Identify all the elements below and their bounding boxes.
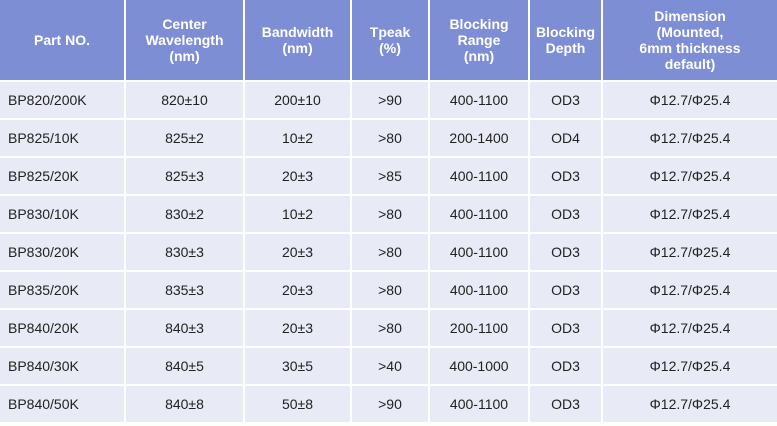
table-cell: 400-1000 — [430, 348, 528, 384]
table-cell: 20±3 — [245, 272, 350, 308]
header-cell: Tpeak (%) — [352, 0, 428, 80]
table-row: BP820/200K 820±10 200±10 >90 400-1100 OD3 Φ12.… — [0, 82, 777, 118]
table-cell: BP825/20K — [0, 158, 124, 194]
table-row: BP840/50K 840±8 50±8 >90 400-1100 OD3 Φ12.7/Φ2… — [0, 386, 777, 422]
table-cell: >80 — [352, 234, 428, 270]
table-cell: 825±2 — [126, 120, 243, 156]
table-cell: 200-1100 — [430, 310, 528, 346]
table-cell: 10±2 — [245, 196, 350, 232]
table-cell: BP835/20K — [0, 272, 124, 308]
table-cell: OD3 — [530, 310, 601, 346]
table-cell: 830±3 — [126, 234, 243, 270]
table-row: BP825/10K 825±2 10±2 >80 200-1400 OD4 Φ12.7/Φ2… — [0, 120, 777, 156]
table-cell: Φ12.7/Φ25.4 — [603, 348, 777, 384]
table-cell: >90 — [352, 82, 428, 118]
table-cell: OD3 — [530, 272, 601, 308]
table-cell: 50±8 — [245, 386, 350, 422]
header-cell: Blocking Range (nm) — [430, 0, 528, 80]
table-cell: >40 — [352, 348, 428, 384]
table-cell: BP825/10K — [0, 120, 124, 156]
table-cell: 400-1100 — [430, 272, 528, 308]
table-cell: 400-1100 — [430, 158, 528, 194]
header-cell: Center Wavelength (nm) — [126, 0, 243, 80]
header-cell: Bandwidth (nm) — [245, 0, 350, 80]
table-cell: OD3 — [530, 82, 601, 118]
table-cell: Φ12.7/Φ25.4 — [603, 310, 777, 346]
table-cell: BP820/200K — [0, 82, 124, 118]
header-cell: Dimension (Mounted, 6mm thickness defaul… — [603, 0, 777, 80]
table-cell: Φ12.7/Φ25.4 — [603, 196, 777, 232]
table-body: BP820/200K 820±10 200±10 >90 400-1100 OD3 Φ12.… — [0, 82, 777, 422]
table-cell: >80 — [352, 196, 428, 232]
table-cell: >80 — [352, 120, 428, 156]
table-header: Part NO. Center Wavelength (nm) Bandwidth … — [0, 0, 777, 80]
table-cell: 835±3 — [126, 272, 243, 308]
table-cell: 20±3 — [245, 234, 350, 270]
table-cell: Φ12.7/Φ25.4 — [603, 82, 777, 118]
table-cell: 200-1400 — [430, 120, 528, 156]
table-cell: 10±2 — [245, 120, 350, 156]
table-cell: 20±3 — [245, 158, 350, 194]
table-cell: 400-1100 — [430, 82, 528, 118]
header-cell: Blocking Depth — [530, 0, 601, 80]
table-cell: BP840/50K — [0, 386, 124, 422]
table-cell: BP840/20K — [0, 310, 124, 346]
table-cell: 30±5 — [245, 348, 350, 384]
table-cell: OD3 — [530, 158, 601, 194]
table-cell: Φ12.7/Φ25.4 — [603, 272, 777, 308]
table-cell: 200±10 — [245, 82, 350, 118]
table-cell: 400-1100 — [430, 234, 528, 270]
table-row: BP830/20K 830±3 20±3 >80 400-1100 OD3 Φ12.7/Φ2… — [0, 234, 777, 270]
table-cell: 820±10 — [126, 82, 243, 118]
table-cell: OD3 — [530, 386, 601, 422]
table-cell: 400-1100 — [430, 196, 528, 232]
table-cell: 840±5 — [126, 348, 243, 384]
table-cell: >80 — [352, 310, 428, 346]
table-cell: 840±3 — [126, 310, 243, 346]
table-cell: Φ12.7/Φ25.4 — [603, 234, 777, 270]
table-row: BP840/20K 840±3 20±3 >80 200-1100 OD3 Φ12.7/Φ2… — [0, 310, 777, 346]
table-row: BP830/10K 830±2 10±2 >80 400-1100 OD3 Φ12.7/Φ2… — [0, 196, 777, 232]
table-cell: OD3 — [530, 234, 601, 270]
table-cell: >85 — [352, 158, 428, 194]
table-cell: >90 — [352, 386, 428, 422]
table-cell: Φ12.7/Φ25.4 — [603, 158, 777, 194]
table-cell: >80 — [352, 272, 428, 308]
header-row: Part NO. Center Wavelength (nm) Bandwidth … — [0, 0, 777, 80]
table-cell: 830±2 — [126, 196, 243, 232]
table-row: BP840/30K 840±5 30±5 >40 400-1000 OD3 Φ12.7/Φ2… — [0, 348, 777, 384]
table-cell: BP830/20K — [0, 234, 124, 270]
table-cell: OD3 — [530, 348, 601, 384]
table-row: BP825/20K 825±3 20±3 >85 400-1100 OD3 Φ12.7/Φ2… — [0, 158, 777, 194]
table-cell: BP830/10K — [0, 196, 124, 232]
table-cell: 20±3 — [245, 310, 350, 346]
table-row: BP835/20K 835±3 20±3 >80 400-1100 OD3 Φ12.7/Φ2… — [0, 272, 777, 308]
table-cell: BP840/30K — [0, 348, 124, 384]
table-cell: Φ12.7/Φ25.4 — [603, 120, 777, 156]
table-cell: 825±3 — [126, 158, 243, 194]
header-cell: Part NO. — [0, 0, 124, 80]
table-cell: OD3 — [530, 196, 601, 232]
table-cell: 400-1100 — [430, 386, 528, 422]
table-cell: 840±8 — [126, 386, 243, 422]
table-cell: OD4 — [530, 120, 601, 156]
table-cell: Φ12.7/Φ25.4 — [603, 386, 777, 422]
